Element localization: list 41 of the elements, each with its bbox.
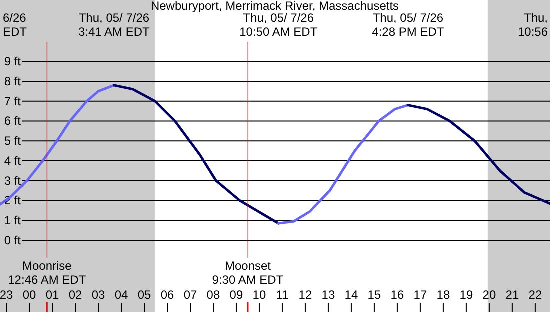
x-tick-label: 11 (276, 288, 290, 302)
x-tick-label: 09 (230, 288, 244, 302)
y-tick-label: 6 ft (4, 114, 22, 128)
x-tick-label: 21 (506, 288, 520, 302)
y-tick-label: 5 ft (4, 134, 22, 148)
y-tick-label: 3 ft (4, 174, 22, 188)
chart-title: Newburyport, Merrimack River, Massachusetts (150, 0, 400, 13)
y-tick-label: 9 ft (4, 54, 22, 69)
x-tick-label: 15 (368, 288, 382, 302)
y-tick-label: 4 ft (4, 154, 22, 168)
x-tick-label: 17 (414, 288, 428, 302)
x-tick-label: 12 (298, 288, 312, 302)
y-tick-label: 8 ft (4, 74, 22, 88)
x-tick-label: 08 (206, 288, 220, 302)
x-tick-label: 02 (68, 288, 82, 302)
annotation: Thu, 05/ 7/26 3:41 AM EDT (78, 11, 151, 39)
ref-line-label: Moonrise 12:46 AM EDT (8, 259, 87, 287)
annotation: Thu, 10:56 (518, 11, 548, 39)
x-tick-label: 10 (252, 288, 266, 302)
x-tick-label: 06 (160, 288, 174, 302)
x-tick-label: 04 (114, 288, 128, 302)
x-tick-label: 14 (344, 288, 358, 302)
y-tick-label: 7 ft (4, 94, 22, 108)
x-tick-label: 01 (46, 288, 60, 302)
x-tick-label: 22 (528, 288, 542, 302)
x-tick-label: 18 (436, 288, 450, 302)
x-tick-label: 19 (460, 288, 474, 302)
ref-line-label: Moonset 9:30 AM EDT (212, 259, 284, 287)
annotation: 6/26 EDT (3, 11, 28, 39)
x-tick-label: 05 (138, 288, 152, 302)
y-tick-label: 1 ft (4, 214, 22, 228)
x-tick-label: 00 (22, 288, 37, 302)
annotation: Thu, 05/ 7/26 4:28 PM EDT (372, 11, 445, 39)
y-tick-label: 0 ft (4, 233, 22, 248)
x-tick-label: 03 (92, 288, 106, 302)
x-tick-label: 23 (0, 288, 14, 302)
x-tick-label: 07 (184, 288, 198, 302)
x-tick-label: 16 (390, 288, 404, 302)
x-tick-label: 20 (482, 288, 496, 302)
annotation: Thu, 05/ 7/26 10:50 AM EDT (240, 11, 318, 39)
x-tick-label: 13 (322, 288, 336, 302)
